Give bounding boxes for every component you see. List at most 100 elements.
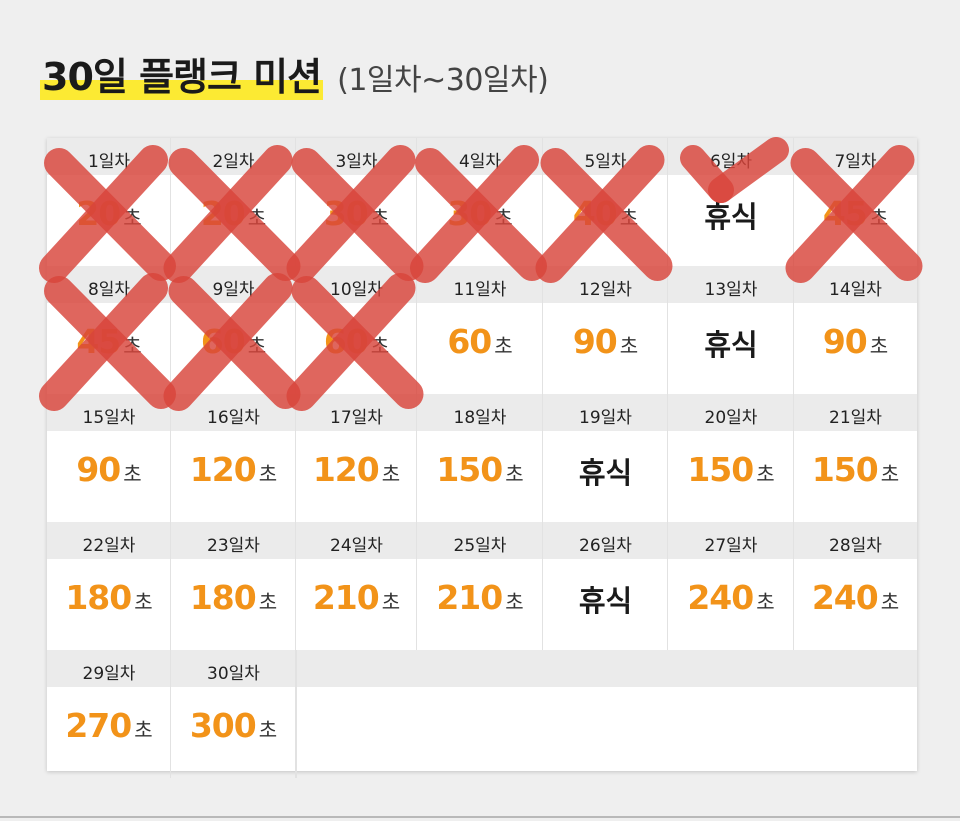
day-value: 180 초 xyxy=(47,578,171,617)
plank-seconds: 60 xyxy=(323,322,369,361)
bottom-divider xyxy=(0,816,960,818)
plank-seconds: 240 xyxy=(811,578,879,617)
seconds-unit: 초 xyxy=(756,590,775,614)
day-cell: 2일차 20 초 xyxy=(171,138,296,266)
plank-seconds: 60 xyxy=(447,322,492,361)
grid-line xyxy=(296,650,297,778)
day-cell: 7일차 45 초 xyxy=(794,138,917,266)
day-label: 30일차 xyxy=(207,664,260,684)
day-label: 21일차 xyxy=(829,408,882,428)
seconds-unit: 초 xyxy=(258,462,278,486)
plank-seconds: 180 xyxy=(189,578,257,617)
day-label: 15일차 xyxy=(82,408,136,428)
day-cell: 30일차 300 초 xyxy=(171,650,296,778)
day-label: 14일차 xyxy=(829,280,882,300)
day-cell: 13일차 휴식 xyxy=(668,266,794,394)
day-value: 20 초 xyxy=(171,194,296,233)
mission-calendar: 1일차 20 초 2일차 20 초 3일차 30 초 4일차 30 초 5일차 40 초 6일차 휴식 7일차 45… xyxy=(47,138,917,778)
seconds-unit: 초 xyxy=(258,718,278,742)
day-label-band xyxy=(47,522,917,559)
day-label: 19일차 xyxy=(579,408,632,428)
day-cell: 23일차 180 초 xyxy=(171,522,296,650)
seconds-unit: 초 xyxy=(494,334,513,358)
day-label: 29일차 xyxy=(82,664,136,684)
day-cell: 27일차 240 초 xyxy=(668,522,794,650)
plank-seconds: 150 xyxy=(687,450,754,489)
day-label: 1일차 xyxy=(87,152,131,172)
day-label-band xyxy=(47,650,917,687)
seconds-unit: 초 xyxy=(381,590,401,614)
seconds-unit: 초 xyxy=(869,206,889,230)
day-cell: 26일차 휴식 xyxy=(543,522,668,650)
day-label: 4일차 xyxy=(458,152,502,172)
day-cell: 16일차 120 초 xyxy=(171,394,296,522)
day-label: 2일차 xyxy=(212,152,255,172)
day-cell: 22일차 180 초 xyxy=(47,522,171,650)
day-label: 16일차 xyxy=(207,408,260,428)
day-cell: 21일차 150 초 xyxy=(794,394,917,522)
day-value: 270 초 xyxy=(47,706,171,745)
day-cell: 28일차 240 초 xyxy=(794,522,917,650)
day-value: 150 초 xyxy=(417,450,543,489)
plank-seconds: 90 xyxy=(76,450,121,489)
day-cell: 3일차 30 초 xyxy=(296,138,417,266)
day-label: 28일차 xyxy=(829,536,882,556)
plank-seconds: 120 xyxy=(312,450,380,489)
day-cell: 19일차 휴식 xyxy=(543,394,668,522)
day-label: 3일차 xyxy=(335,152,378,172)
seconds-unit: 초 xyxy=(123,462,142,486)
day-value: 240 초 xyxy=(794,578,917,617)
plank-seconds: 120 xyxy=(189,450,257,489)
day-label: 17일차 xyxy=(330,408,383,428)
seconds-unit: 초 xyxy=(370,334,390,358)
seconds-unit: 초 xyxy=(134,590,153,614)
day-label: 13일차 xyxy=(704,280,758,300)
plank-seconds: 40 xyxy=(572,194,618,233)
seconds-unit: 초 xyxy=(134,718,153,742)
day-cell: 17일차 120 초 xyxy=(296,394,417,522)
day-value: 휴식 xyxy=(543,578,668,620)
day-value: 60 초 xyxy=(417,322,543,361)
day-label: 7일차 xyxy=(834,152,877,172)
day-value: 휴식 xyxy=(668,194,794,236)
day-value: 45 초 xyxy=(794,194,917,233)
day-label: 11일차 xyxy=(453,280,507,300)
title-block: 30일 플랭크 미션 (1일차~30일차) xyxy=(40,34,549,100)
plank-seconds: 240 xyxy=(687,578,754,617)
page-subtitle: (1일차~30일차) xyxy=(337,63,549,98)
day-value: 210 초 xyxy=(417,578,543,617)
seconds-unit: 초 xyxy=(880,462,900,486)
plank-seconds: 30 xyxy=(323,194,369,233)
day-cell: 6일차 휴식 xyxy=(668,138,794,266)
day-value: 120 초 xyxy=(296,450,417,489)
day-cell: 18일차 150 초 xyxy=(417,394,543,522)
day-value: 90 초 xyxy=(47,450,171,489)
day-value: 60 초 xyxy=(296,322,417,361)
day-cell: 11일차 60 초 xyxy=(417,266,543,394)
page-title: 30일 플랭크 미션 xyxy=(40,55,324,100)
calendar-week-row: 22일차 180 초 23일차 180 초 24일차 210 초 25일차 210 초 26일차 휴식 27… xyxy=(47,522,917,650)
plank-seconds: 150 xyxy=(811,450,879,489)
day-cell: 12일차 90 초 xyxy=(543,266,668,394)
day-value: 45 초 xyxy=(47,322,171,361)
seconds-unit: 초 xyxy=(247,206,267,230)
seconds-unit: 초 xyxy=(619,334,639,358)
day-cell: 1일차 20 초 xyxy=(47,138,171,266)
seconds-unit: 초 xyxy=(370,206,390,230)
day-value: 30 초 xyxy=(417,194,543,233)
day-label: 25일차 xyxy=(453,536,507,556)
seconds-unit: 초 xyxy=(505,462,524,486)
calendar-week-row: 15일차 90 초 16일차 120 초 17일차 120 초 18일차 150 초 19일차 휴식 20일… xyxy=(47,394,917,522)
day-cell: 15일차 90 초 xyxy=(47,394,171,522)
seconds-unit: 초 xyxy=(494,206,513,230)
seconds-unit: 초 xyxy=(381,462,401,486)
day-value: 240 초 xyxy=(668,578,794,617)
day-label: 12일차 xyxy=(579,280,632,300)
plank-seconds: 45 xyxy=(76,322,121,361)
seconds-unit: 초 xyxy=(869,334,889,358)
day-value: 20 초 xyxy=(47,194,171,233)
plank-seconds: 270 xyxy=(65,706,132,745)
day-label: 9일차 xyxy=(212,280,255,300)
seconds-unit: 초 xyxy=(505,590,524,614)
rest-day-text: 휴식 xyxy=(704,200,758,234)
